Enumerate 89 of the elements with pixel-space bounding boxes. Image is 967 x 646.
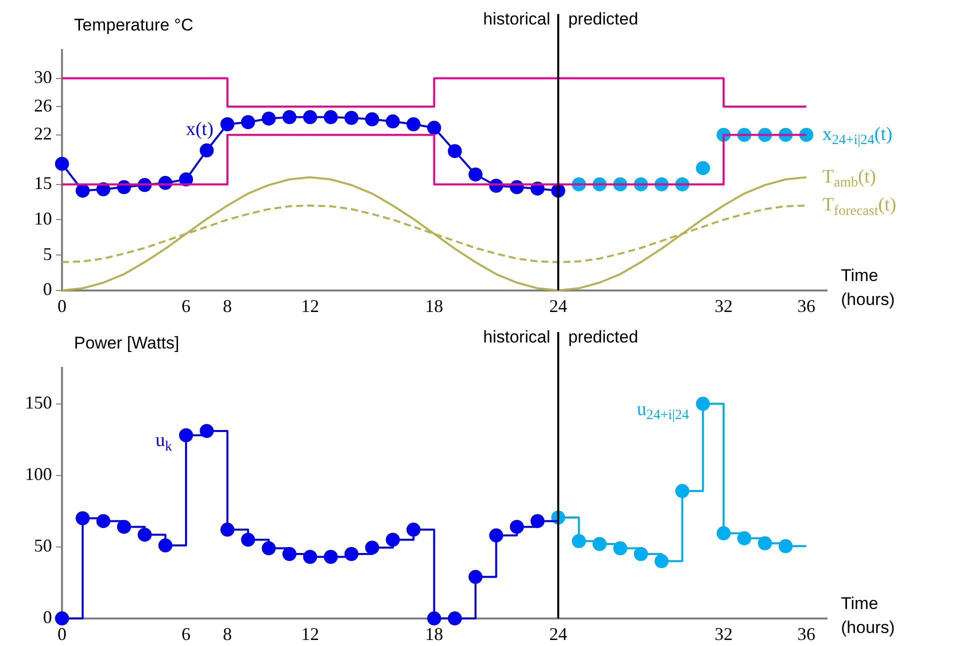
point <box>468 167 483 182</box>
point <box>592 536 607 551</box>
point <box>696 396 710 411</box>
point <box>55 611 69 626</box>
point <box>737 531 752 546</box>
x-tick-label: 32 <box>714 296 733 316</box>
point <box>344 110 358 125</box>
point <box>799 128 814 142</box>
point <box>158 538 172 552</box>
point <box>344 547 358 562</box>
point <box>220 117 234 132</box>
x-tick-label: 0 <box>58 296 66 316</box>
point <box>241 115 256 130</box>
y-tick-label: 30 <box>34 67 52 88</box>
point <box>55 156 69 171</box>
x-tick-label: 18 <box>425 296 444 316</box>
point <box>386 114 400 128</box>
point <box>448 144 462 158</box>
point <box>572 534 586 548</box>
point <box>448 611 462 626</box>
point <box>303 550 318 564</box>
point <box>138 528 152 542</box>
point <box>530 514 545 528</box>
ref-line-label: historical <box>483 10 550 29</box>
y-tick-label: 100 <box>25 464 52 484</box>
point <box>386 532 400 547</box>
x-tick-label: 8 <box>222 296 232 316</box>
point <box>76 184 90 198</box>
x-tick-label: 36 <box>797 296 816 316</box>
x-axis-title: Time (hours) <box>841 594 895 638</box>
point <box>696 161 710 176</box>
x-tick-label: 36 <box>797 624 816 644</box>
y-tick-label: 0 <box>43 279 52 300</box>
point <box>324 550 338 564</box>
series-label: x(t) <box>186 119 214 140</box>
y-tick-label: 0 <box>43 607 52 628</box>
point <box>778 539 793 554</box>
point <box>200 424 214 438</box>
point <box>654 554 669 568</box>
x-tick-label: 12 <box>301 296 320 316</box>
point <box>200 143 214 158</box>
x-tick-label: 6 <box>182 624 191 644</box>
point <box>427 120 442 135</box>
point <box>365 540 380 555</box>
point <box>220 522 234 537</box>
point <box>406 117 420 132</box>
x-tick-label: 0 <box>58 624 66 644</box>
x-tick-label: 8 <box>222 624 232 644</box>
x-tick-label: 24 <box>549 296 568 316</box>
point <box>365 112 380 126</box>
x-tick-label: 24 <box>549 624 568 644</box>
x-tick-label: 6 <box>182 296 191 316</box>
point <box>634 547 648 562</box>
y-tick-label: 26 <box>34 95 52 116</box>
point <box>510 520 524 534</box>
y-tick-label: 10 <box>34 208 52 228</box>
y-axis-title: Temperature °C <box>74 16 194 35</box>
point <box>241 532 256 547</box>
point <box>262 541 276 556</box>
y-tick-label: 150 <box>25 392 52 413</box>
point <box>675 484 690 498</box>
ref-line-label: historical <box>483 328 550 347</box>
point <box>76 511 90 526</box>
point <box>758 536 772 550</box>
point <box>406 522 420 537</box>
y-axis-title: Power [Watts] <box>74 334 180 353</box>
point <box>179 428 194 442</box>
point <box>262 112 276 126</box>
y-tick-label: 22 <box>34 124 52 144</box>
x-tick-label: 32 <box>714 624 733 644</box>
x-tick-label: 12 <box>301 624 320 644</box>
text: predicted <box>568 328 638 347</box>
point <box>324 110 338 124</box>
point <box>427 611 442 626</box>
point <box>613 541 628 556</box>
y-tick-label: 5 <box>43 244 52 264</box>
point <box>303 110 318 124</box>
point <box>716 526 731 540</box>
point <box>489 528 504 542</box>
point <box>117 520 132 534</box>
point <box>282 110 296 124</box>
point <box>468 570 483 584</box>
x-axis-title: Time (hours) <box>841 266 895 310</box>
point <box>96 514 110 528</box>
text: predicted <box>568 10 638 29</box>
x-tick-label: 18 <box>425 624 444 644</box>
y-tick-label: 50 <box>34 536 52 556</box>
point <box>282 547 296 562</box>
y-tick-label: 15 <box>34 173 52 194</box>
